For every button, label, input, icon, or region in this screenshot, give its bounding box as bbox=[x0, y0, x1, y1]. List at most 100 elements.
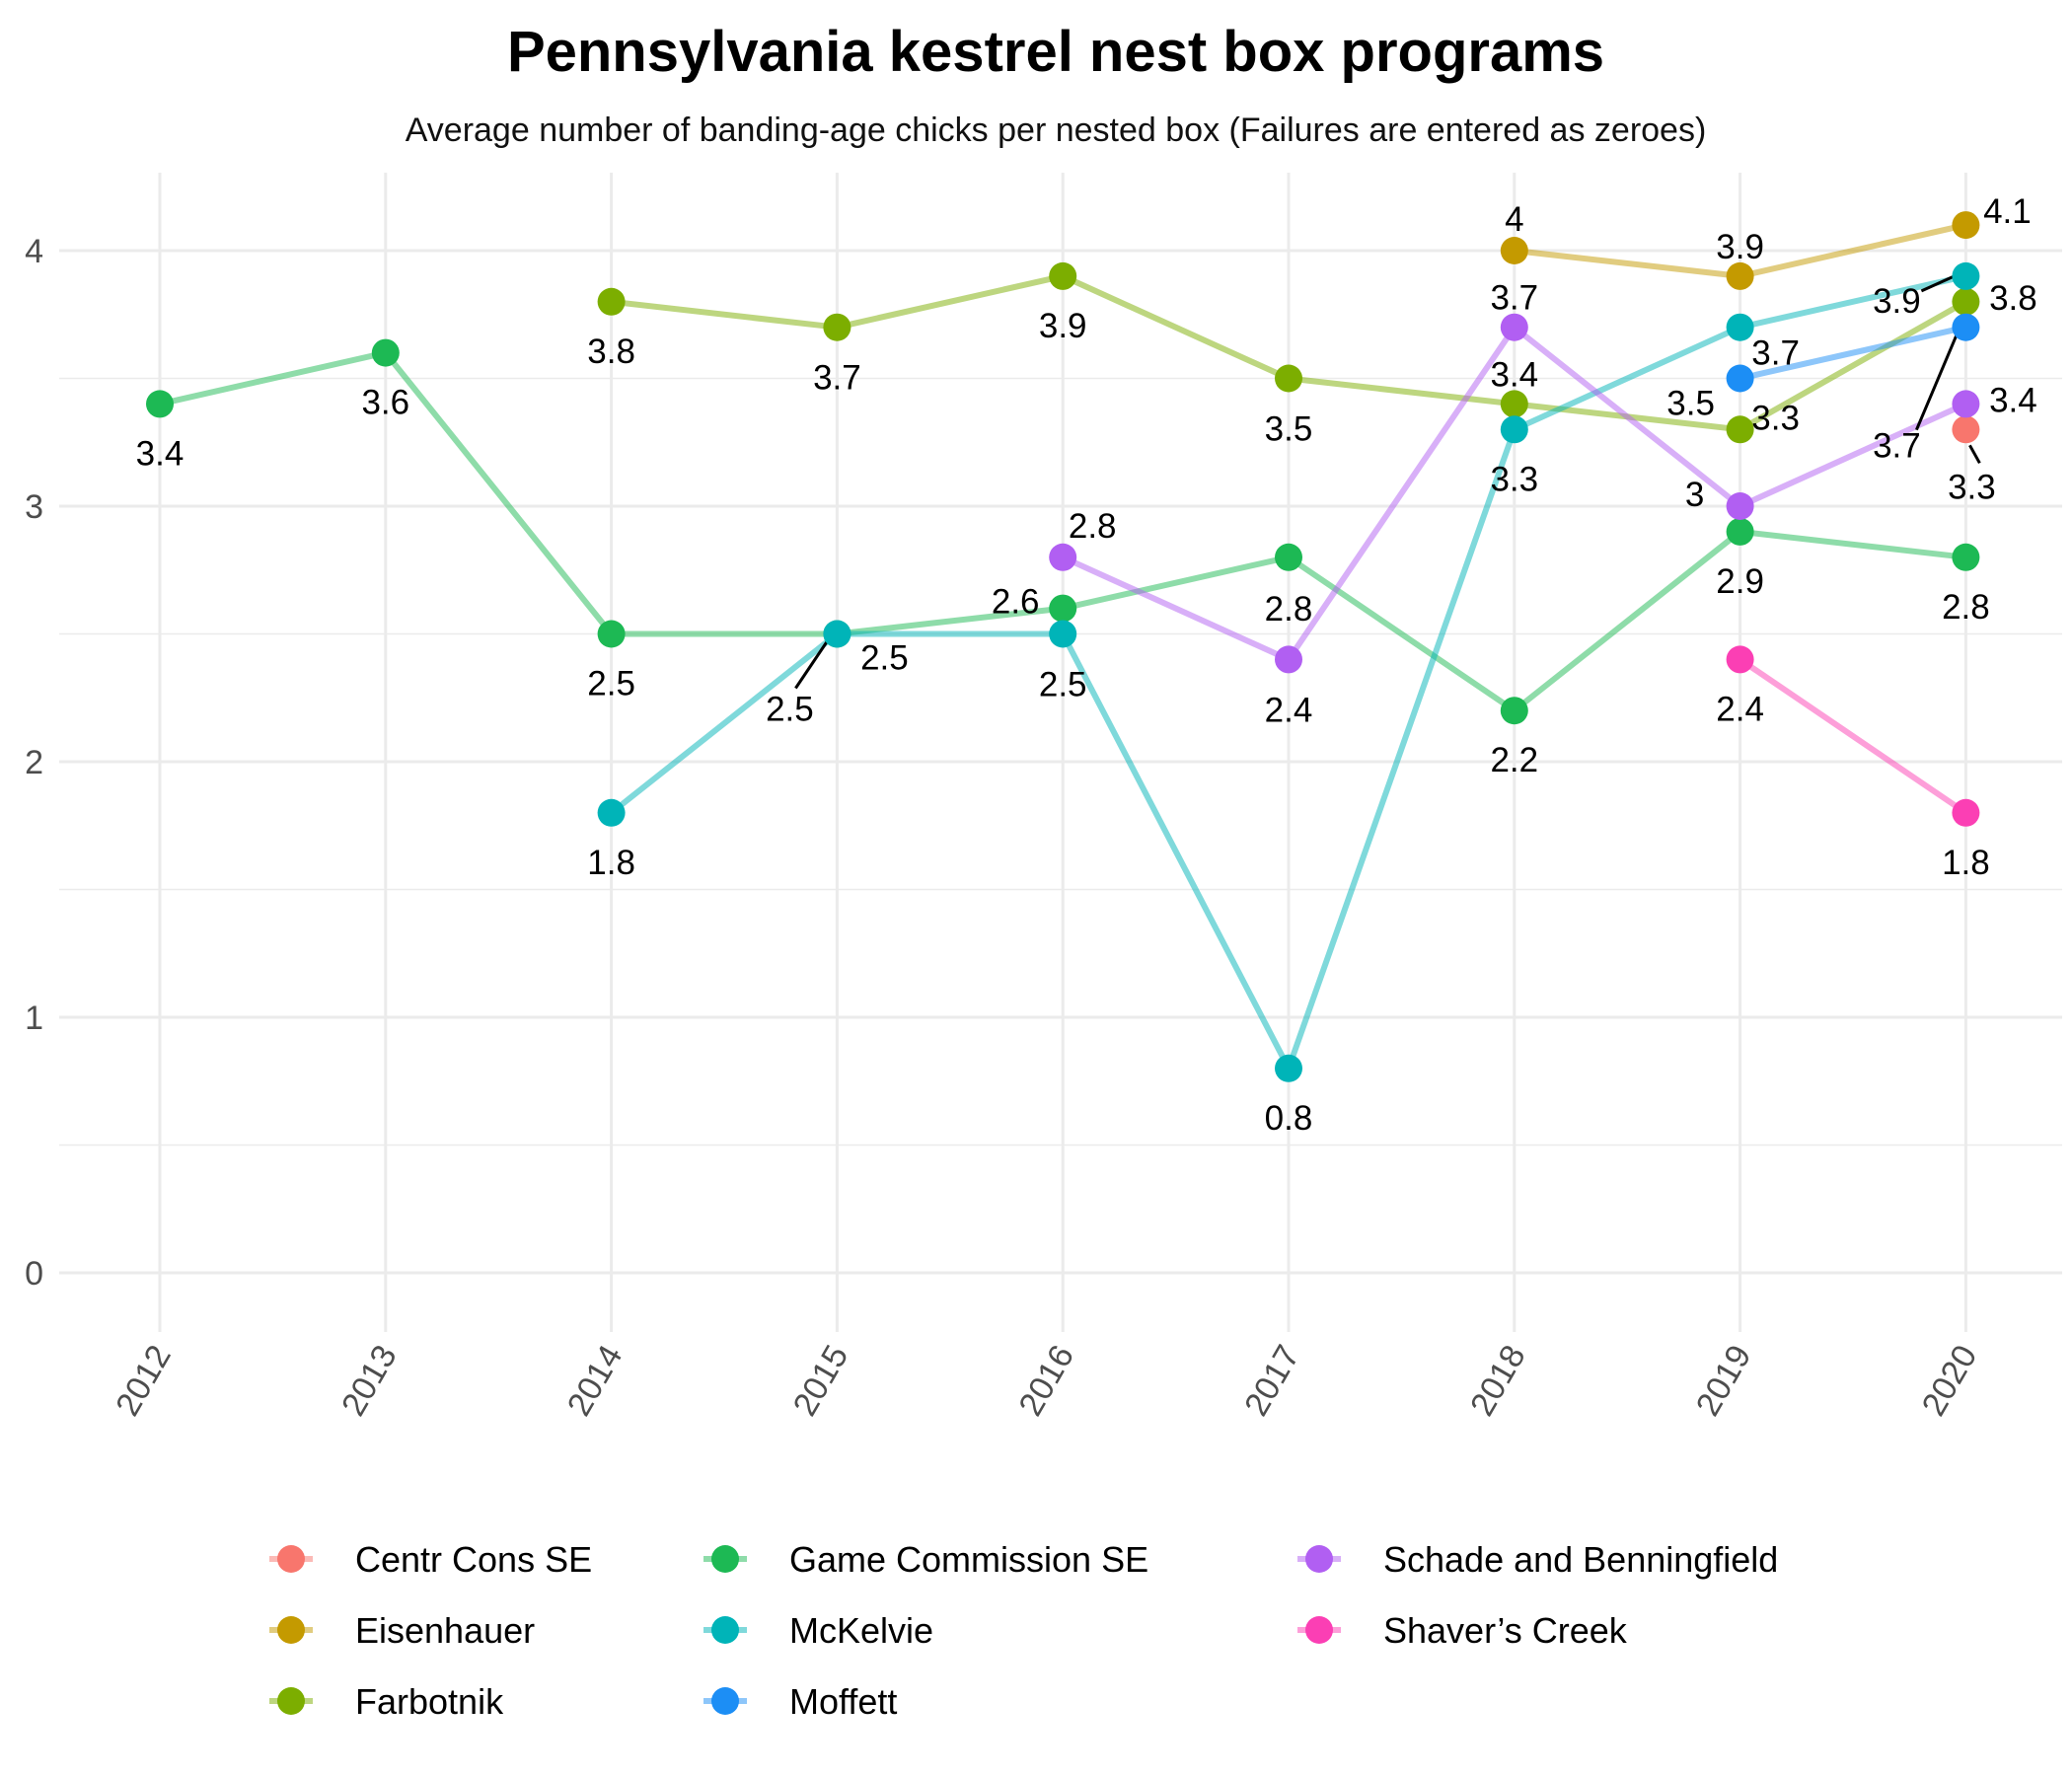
data-label: 3.5 bbox=[1666, 385, 1715, 423]
data-point bbox=[1726, 415, 1754, 444]
data-label: 2.5 bbox=[587, 665, 635, 703]
data-label: 3.7 bbox=[1490, 279, 1538, 318]
y-tick-label: 4 bbox=[25, 233, 43, 270]
data-label: 2.5 bbox=[1039, 666, 1087, 704]
data-point bbox=[1500, 390, 1528, 418]
data-point bbox=[1952, 211, 1980, 240]
legend-label: Eisenhauer bbox=[355, 1610, 535, 1651]
data-label: 2.8 bbox=[1265, 590, 1313, 629]
data-point bbox=[823, 620, 851, 648]
data-point bbox=[1500, 313, 1528, 341]
data-point bbox=[1049, 594, 1077, 623]
data-point bbox=[597, 620, 626, 648]
y-tick-label: 1 bbox=[25, 999, 43, 1037]
data-label: 3.7 bbox=[1873, 427, 1921, 466]
data-point bbox=[1049, 543, 1077, 571]
data-label: 2.4 bbox=[1716, 690, 1764, 728]
data-point bbox=[1500, 415, 1528, 444]
data-label: 3.3 bbox=[1490, 460, 1538, 498]
legend-label: Game Commission SE bbox=[789, 1539, 1148, 1580]
data-point bbox=[1952, 313, 1980, 341]
data-point bbox=[1726, 313, 1754, 341]
data-point bbox=[146, 390, 174, 418]
legend-key-point bbox=[277, 1687, 305, 1715]
label-leader-line bbox=[1915, 322, 1963, 431]
data-label: 3.8 bbox=[587, 333, 635, 371]
data-point bbox=[1952, 261, 1980, 290]
data-label: 3.3 bbox=[1751, 399, 1800, 437]
chart-title: Pennsylvania kestrel nest box programs bbox=[507, 20, 1604, 84]
data-point bbox=[1726, 517, 1754, 546]
data-label: 3.3 bbox=[1948, 468, 1996, 506]
data-label: 2.2 bbox=[1490, 741, 1538, 779]
data-label: 4 bbox=[1505, 200, 1523, 239]
legend-label: McKelvie bbox=[789, 1610, 933, 1651]
data-label: 2.4 bbox=[1265, 691, 1313, 729]
data-point bbox=[1952, 415, 1980, 444]
legend-item: Centr Cons SE bbox=[269, 1539, 592, 1580]
series-line bbox=[1737, 656, 1969, 816]
legend-label: Centr Cons SE bbox=[355, 1539, 592, 1580]
data-label: 3.8 bbox=[1989, 279, 2037, 318]
y-tick-label: 3 bbox=[25, 488, 43, 526]
data-point bbox=[1726, 261, 1754, 290]
data-label: 2.8 bbox=[1069, 507, 1117, 546]
legend-label: Moffett bbox=[789, 1681, 897, 1722]
legend-label: Schade and Benningfield bbox=[1383, 1539, 1778, 1580]
data-label: 2.5 bbox=[766, 691, 814, 729]
data-point bbox=[1275, 1054, 1302, 1082]
data-point bbox=[1726, 364, 1754, 393]
data-point bbox=[1275, 543, 1302, 571]
legend-key-point bbox=[1305, 1616, 1333, 1644]
data-label: 3.6 bbox=[361, 384, 409, 422]
data-label: 2.6 bbox=[992, 583, 1040, 622]
legend-key-point bbox=[711, 1687, 739, 1715]
data-label: 0.8 bbox=[1265, 1099, 1313, 1138]
data-point bbox=[1952, 390, 1980, 418]
legend: Centr Cons SE Eisenhauer Farbotnik Game Com… bbox=[269, 1539, 1778, 1722]
data-label: 3.9 bbox=[1039, 307, 1087, 345]
data-label: 3.9 bbox=[1716, 228, 1764, 266]
legend-item: Farbotnik bbox=[269, 1681, 504, 1722]
data-point bbox=[1500, 697, 1528, 725]
legend-item: Moffett bbox=[703, 1681, 897, 1722]
data-label: 3.7 bbox=[1751, 334, 1800, 373]
data-label: 1.8 bbox=[1942, 844, 1990, 882]
data-label: 3.4 bbox=[1490, 355, 1538, 394]
data-label: 3.5 bbox=[1265, 410, 1313, 449]
data-labels: 3.4 3.6 3.8 2.5 1.8 3.7 2.5 2.5 3.9 2.8 2.6 2.5 3.5 2… bbox=[136, 192, 2037, 1138]
data-point bbox=[1049, 261, 1077, 290]
data-point bbox=[1049, 620, 1077, 648]
legend-label: Farbotnik bbox=[355, 1681, 504, 1722]
legend-item: Eisenhauer bbox=[269, 1610, 535, 1651]
data-label: 3.9 bbox=[1873, 282, 1921, 321]
data-label: 4.1 bbox=[1983, 192, 2032, 231]
data-point bbox=[1275, 645, 1302, 674]
data-point bbox=[597, 287, 626, 316]
data-point bbox=[823, 313, 851, 341]
y-tick-label: 2 bbox=[25, 744, 43, 781]
data-label: 3.4 bbox=[1989, 381, 2037, 419]
data-point bbox=[597, 798, 626, 827]
y-axis-ticks: 0 1 2 3 4 bbox=[25, 233, 43, 1293]
legend-item: Schade and Benningfield bbox=[1297, 1539, 1778, 1580]
data-label: 1.8 bbox=[587, 844, 635, 882]
legend-item: McKelvie bbox=[703, 1610, 933, 1651]
data-point bbox=[1952, 543, 1980, 571]
label-leader-line bbox=[1968, 444, 1981, 465]
data-label: 3.4 bbox=[136, 434, 185, 473]
data-label: 3 bbox=[1685, 476, 1704, 514]
legend-key-point bbox=[277, 1616, 305, 1644]
data-point bbox=[1500, 237, 1528, 264]
data-point bbox=[371, 338, 400, 367]
data-point bbox=[1726, 645, 1754, 674]
legend-key-point bbox=[711, 1545, 739, 1573]
y-tick-label: 0 bbox=[25, 1255, 43, 1293]
legend-item: Shaver’s Creek bbox=[1297, 1610, 1628, 1651]
legend-label: Shaver’s Creek bbox=[1383, 1610, 1628, 1651]
data-point bbox=[1726, 492, 1754, 520]
data-label: 2.9 bbox=[1716, 562, 1764, 601]
series-line bbox=[1737, 324, 1969, 382]
